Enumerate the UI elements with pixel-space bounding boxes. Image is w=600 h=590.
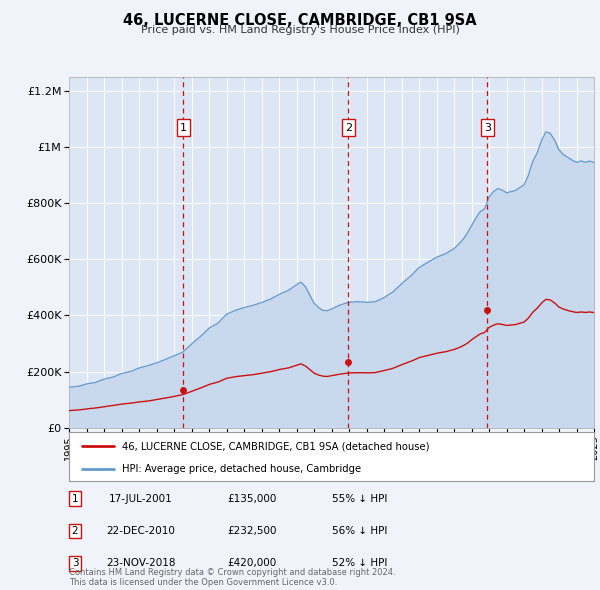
Text: 1: 1 [71, 494, 79, 503]
Text: 23-NOV-2018: 23-NOV-2018 [106, 559, 176, 568]
Text: 2: 2 [71, 526, 79, 536]
Text: 2: 2 [345, 123, 352, 133]
Text: 56% ↓ HPI: 56% ↓ HPI [332, 526, 388, 536]
Text: Contains HM Land Registry data © Crown copyright and database right 2024.
This d: Contains HM Land Registry data © Crown c… [69, 568, 395, 587]
Text: 1: 1 [180, 123, 187, 133]
Text: 46, LUCERNE CLOSE, CAMBRIDGE, CB1 9SA (detached house): 46, LUCERNE CLOSE, CAMBRIDGE, CB1 9SA (d… [121, 441, 429, 451]
Text: 3: 3 [484, 123, 491, 133]
Text: £232,500: £232,500 [227, 526, 277, 536]
Text: 52% ↓ HPI: 52% ↓ HPI [332, 559, 388, 568]
Text: 46, LUCERNE CLOSE, CAMBRIDGE, CB1 9SA: 46, LUCERNE CLOSE, CAMBRIDGE, CB1 9SA [123, 13, 477, 28]
Text: Price paid vs. HM Land Registry's House Price Index (HPI): Price paid vs. HM Land Registry's House … [140, 25, 460, 35]
Text: 3: 3 [71, 559, 79, 568]
Text: £135,000: £135,000 [227, 494, 277, 503]
Text: 22-DEC-2010: 22-DEC-2010 [107, 526, 175, 536]
Text: £420,000: £420,000 [227, 559, 277, 568]
Text: 55% ↓ HPI: 55% ↓ HPI [332, 494, 388, 503]
Text: HPI: Average price, detached house, Cambridge: HPI: Average price, detached house, Camb… [121, 464, 361, 474]
Text: 17-JUL-2001: 17-JUL-2001 [109, 494, 173, 503]
